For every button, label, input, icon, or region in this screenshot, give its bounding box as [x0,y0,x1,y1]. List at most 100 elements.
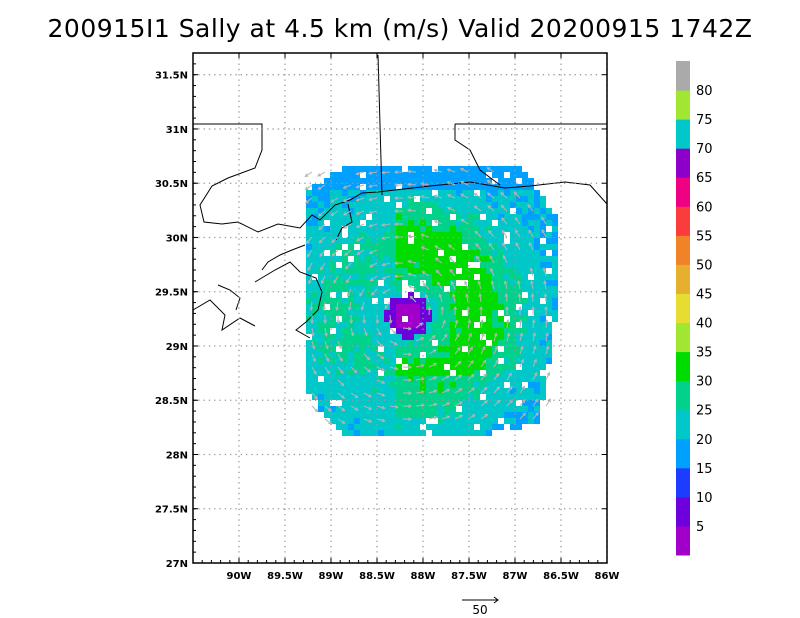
wind-vector-head [368,223,373,228]
field-cell [528,184,534,190]
field-cell [426,388,432,394]
field-cell [504,274,510,280]
field-cell [336,358,342,364]
field-cell [378,394,384,400]
wind-vector [545,319,548,329]
field-cell [534,238,540,244]
field-cell [354,400,360,406]
field-cell [492,418,498,424]
field-cell [492,226,498,232]
wind-vector [519,333,523,342]
field-cell [432,400,438,406]
field-cell [390,352,396,358]
colorbar-segment [676,380,690,411]
field-cell [546,256,552,262]
field-cell [330,262,336,268]
wind-vector-head [354,394,359,399]
field-cell [318,370,324,376]
wind-vector [376,366,385,372]
field-cell [306,286,312,292]
field-cell [366,202,372,208]
field-cell [474,400,480,406]
colorbar-tick-label: 45 [696,287,713,302]
wind-vector-head [484,413,489,418]
wind-vector [407,183,417,186]
field-cell [306,268,312,274]
colorbar-segment [676,235,690,265]
field-cell [540,352,546,358]
field-cell [486,286,492,292]
field-cell [426,424,432,430]
field-cell [516,196,522,202]
field-cell [426,358,432,364]
wind-vector-head [501,217,505,222]
field-cell [438,406,444,412]
field-cell [504,412,510,418]
wind-vector-head [368,171,373,175]
field-cell [498,178,504,184]
field-cell [534,316,540,322]
field-cell [510,286,516,292]
field-cell [486,250,492,256]
field-cell [450,286,456,292]
field-cell [366,238,372,244]
wind-vector-head [505,319,510,324]
field-cell [516,382,522,388]
wind-vector [428,306,431,316]
field-cell [378,322,384,328]
field-cell [354,358,360,364]
field-cell [354,262,360,268]
field-cell [372,316,378,322]
field-cell [396,166,402,172]
field-cell [378,196,384,202]
field-cell [342,166,348,172]
wind-vector-head [368,210,373,215]
wind-vector-head [438,293,443,298]
field-cell [552,214,558,220]
field-cell [528,412,534,418]
field-cell [510,280,516,286]
field-cell [354,286,360,292]
field-cell [504,178,510,184]
field-cell [402,220,408,226]
field-cell [522,370,528,376]
field-cell [324,364,330,370]
field-cell [510,178,516,184]
field-cell [390,202,396,208]
wind-vector [488,230,495,238]
field-cell [492,424,498,430]
wind-vector-head [406,169,411,174]
wind-vector-head [319,253,323,258]
wind-vector [363,353,371,361]
field-cell [360,250,366,256]
field-cell [318,274,324,280]
wind-vector-head [522,412,527,417]
field-cell [306,346,312,352]
field-cell [516,418,522,424]
field-cell [528,298,534,304]
field-cell [354,250,360,256]
colorbar-tick-label: 80 [696,84,713,99]
wind-vector [421,246,430,251]
field-cell [378,400,384,406]
field-cell [312,364,318,370]
field-cell [366,244,372,250]
field-cell [438,268,444,274]
field-cell [384,352,390,358]
field-cell [540,262,546,268]
field-cell [348,298,354,304]
wind-vector [435,269,443,277]
field-cell [450,388,456,394]
field-cell [330,388,336,394]
field-cell [384,172,390,178]
field-cell [480,208,486,214]
field-cell [420,196,426,202]
wind-vector-head [311,332,315,337]
field-cell [486,334,492,340]
field-cell [438,232,444,238]
wind-vector [428,363,437,368]
field-cell [318,280,324,286]
wind-vector-head [473,205,478,210]
field-cell [426,394,432,400]
field-cell [324,280,330,286]
